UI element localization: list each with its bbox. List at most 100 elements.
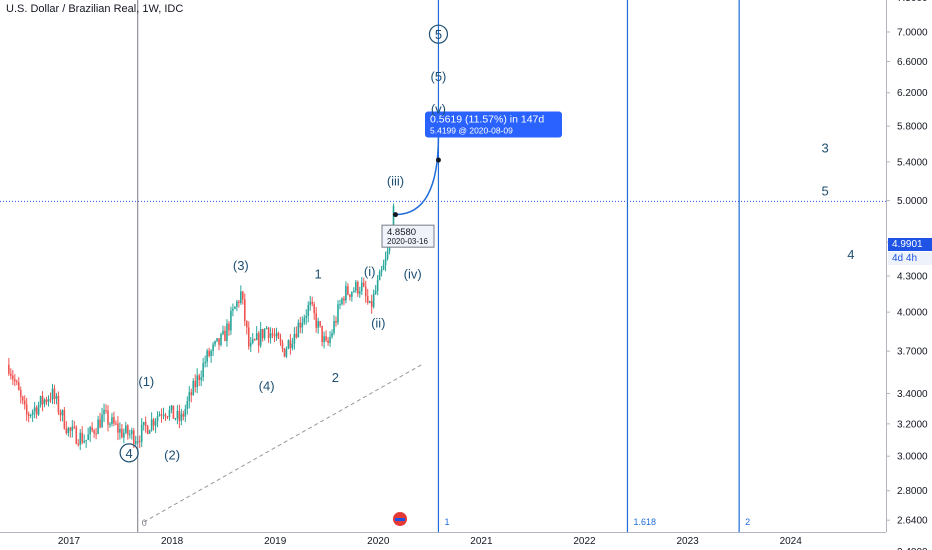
- candle-body: [19, 390, 22, 397]
- candle-body: [293, 333, 296, 344]
- y-tick-label: 4.3000: [897, 271, 928, 282]
- candle-body: [10, 373, 12, 376]
- candle-body: [210, 350, 212, 356]
- y-tick-label: 3.2000: [897, 419, 928, 430]
- candle-body: [279, 338, 282, 343]
- y-tick-label: 2.8000: [897, 486, 928, 497]
- candle-body: [129, 433, 131, 435]
- candle-body: [368, 301, 371, 303]
- candle-body: [333, 321, 335, 334]
- wave-circle: [119, 443, 139, 463]
- bar-countdown-tag: 4d 4h: [888, 252, 932, 265]
- candle-body: [291, 343, 294, 348]
- candle-body: [347, 286, 349, 295]
- candle-body: [200, 377, 202, 381]
- candle-body: [392, 205, 395, 236]
- candle-body: [105, 410, 107, 412]
- candle-body: [218, 338, 220, 345]
- candle-body: [33, 407, 36, 412]
- y-tick-label: 3.4000: [897, 389, 928, 400]
- candle-body: [301, 322, 304, 328]
- candle-body: [125, 425, 127, 433]
- wave-label: (1): [138, 374, 154, 389]
- candle-body: [55, 395, 58, 399]
- candle-body: [313, 304, 315, 314]
- measure-subtext: 5.4199 @ 2020-08-09: [430, 126, 513, 136]
- wave-circle: [428, 24, 449, 44]
- candlestick-series: [8, 203, 395, 451]
- x-tick-label: 2023: [676, 536, 699, 547]
- candle-body: [21, 396, 24, 401]
- x-tick-label: 2019: [264, 536, 287, 547]
- wave-label: (v): [431, 101, 446, 116]
- candle-body: [132, 430, 135, 444]
- candle-body: [123, 432, 125, 438]
- candle-body: [372, 293, 375, 307]
- candle-body: [360, 282, 363, 292]
- candle-body: [39, 396, 42, 405]
- candle-body: [345, 286, 347, 301]
- candle-body: [14, 379, 16, 382]
- candle-body: [281, 342, 284, 349]
- candle-body: [311, 301, 314, 305]
- candle-body: [277, 332, 280, 339]
- candle-body: [97, 419, 99, 434]
- candle-body: [43, 399, 46, 405]
- x-tick-label: 2021: [470, 536, 493, 547]
- candle-body: [174, 418, 177, 420]
- measure-box: [425, 111, 562, 138]
- candle-body: [69, 427, 72, 431]
- candle-body: [166, 416, 169, 418]
- candle-body: [238, 301, 240, 303]
- wave-label: 1: [315, 266, 322, 281]
- candle-body: [255, 333, 258, 340]
- candle-body: [87, 434, 89, 440]
- candle-body: [113, 417, 115, 424]
- candle-body: [382, 264, 385, 270]
- y-tick-label: 7.5000: [897, 0, 928, 4]
- candle-body: [31, 411, 34, 415]
- candle-body: [378, 271, 381, 281]
- projection-start-point: [392, 212, 398, 218]
- wave-label: (4): [259, 379, 275, 394]
- candle-body: [297, 322, 300, 338]
- candle-body: [29, 414, 32, 416]
- candle-body: [101, 414, 103, 428]
- candle-body: [220, 333, 222, 345]
- candle-body: [275, 332, 278, 337]
- candle-body: [162, 414, 165, 416]
- candle-body: [214, 341, 216, 345]
- candle-body: [15, 381, 18, 383]
- marker-date: 2020-03-16: [387, 237, 428, 246]
- candle-body: [41, 396, 44, 405]
- candle-body: [349, 294, 351, 297]
- fib-origin-label: 0: [142, 518, 147, 528]
- candle-body: [339, 304, 341, 306]
- candle-body: [142, 421, 145, 425]
- candle-body: [222, 330, 224, 334]
- candle-body: [154, 421, 157, 426]
- candle-body: [358, 291, 361, 294]
- candle-body: [303, 318, 306, 323]
- candle-body: [95, 433, 97, 435]
- candle-body: [307, 305, 310, 316]
- candle-body: [370, 301, 373, 307]
- candle-body: [35, 407, 38, 415]
- candle-body: [93, 430, 95, 434]
- candle-body: [83, 441, 86, 443]
- candle-body: [127, 425, 129, 435]
- candle-body: [240, 291, 242, 303]
- candle-body: [8, 364, 10, 374]
- candle-body: [305, 315, 308, 319]
- candle-body: [263, 329, 266, 339]
- candle-body: [194, 380, 197, 388]
- wave-label: 4: [126, 446, 133, 461]
- candle-body: [251, 339, 254, 343]
- candle-body: [265, 327, 268, 330]
- candle-body: [192, 380, 195, 396]
- candle-body: [188, 392, 191, 402]
- candle-body: [204, 362, 206, 364]
- candle-body: [130, 430, 133, 434]
